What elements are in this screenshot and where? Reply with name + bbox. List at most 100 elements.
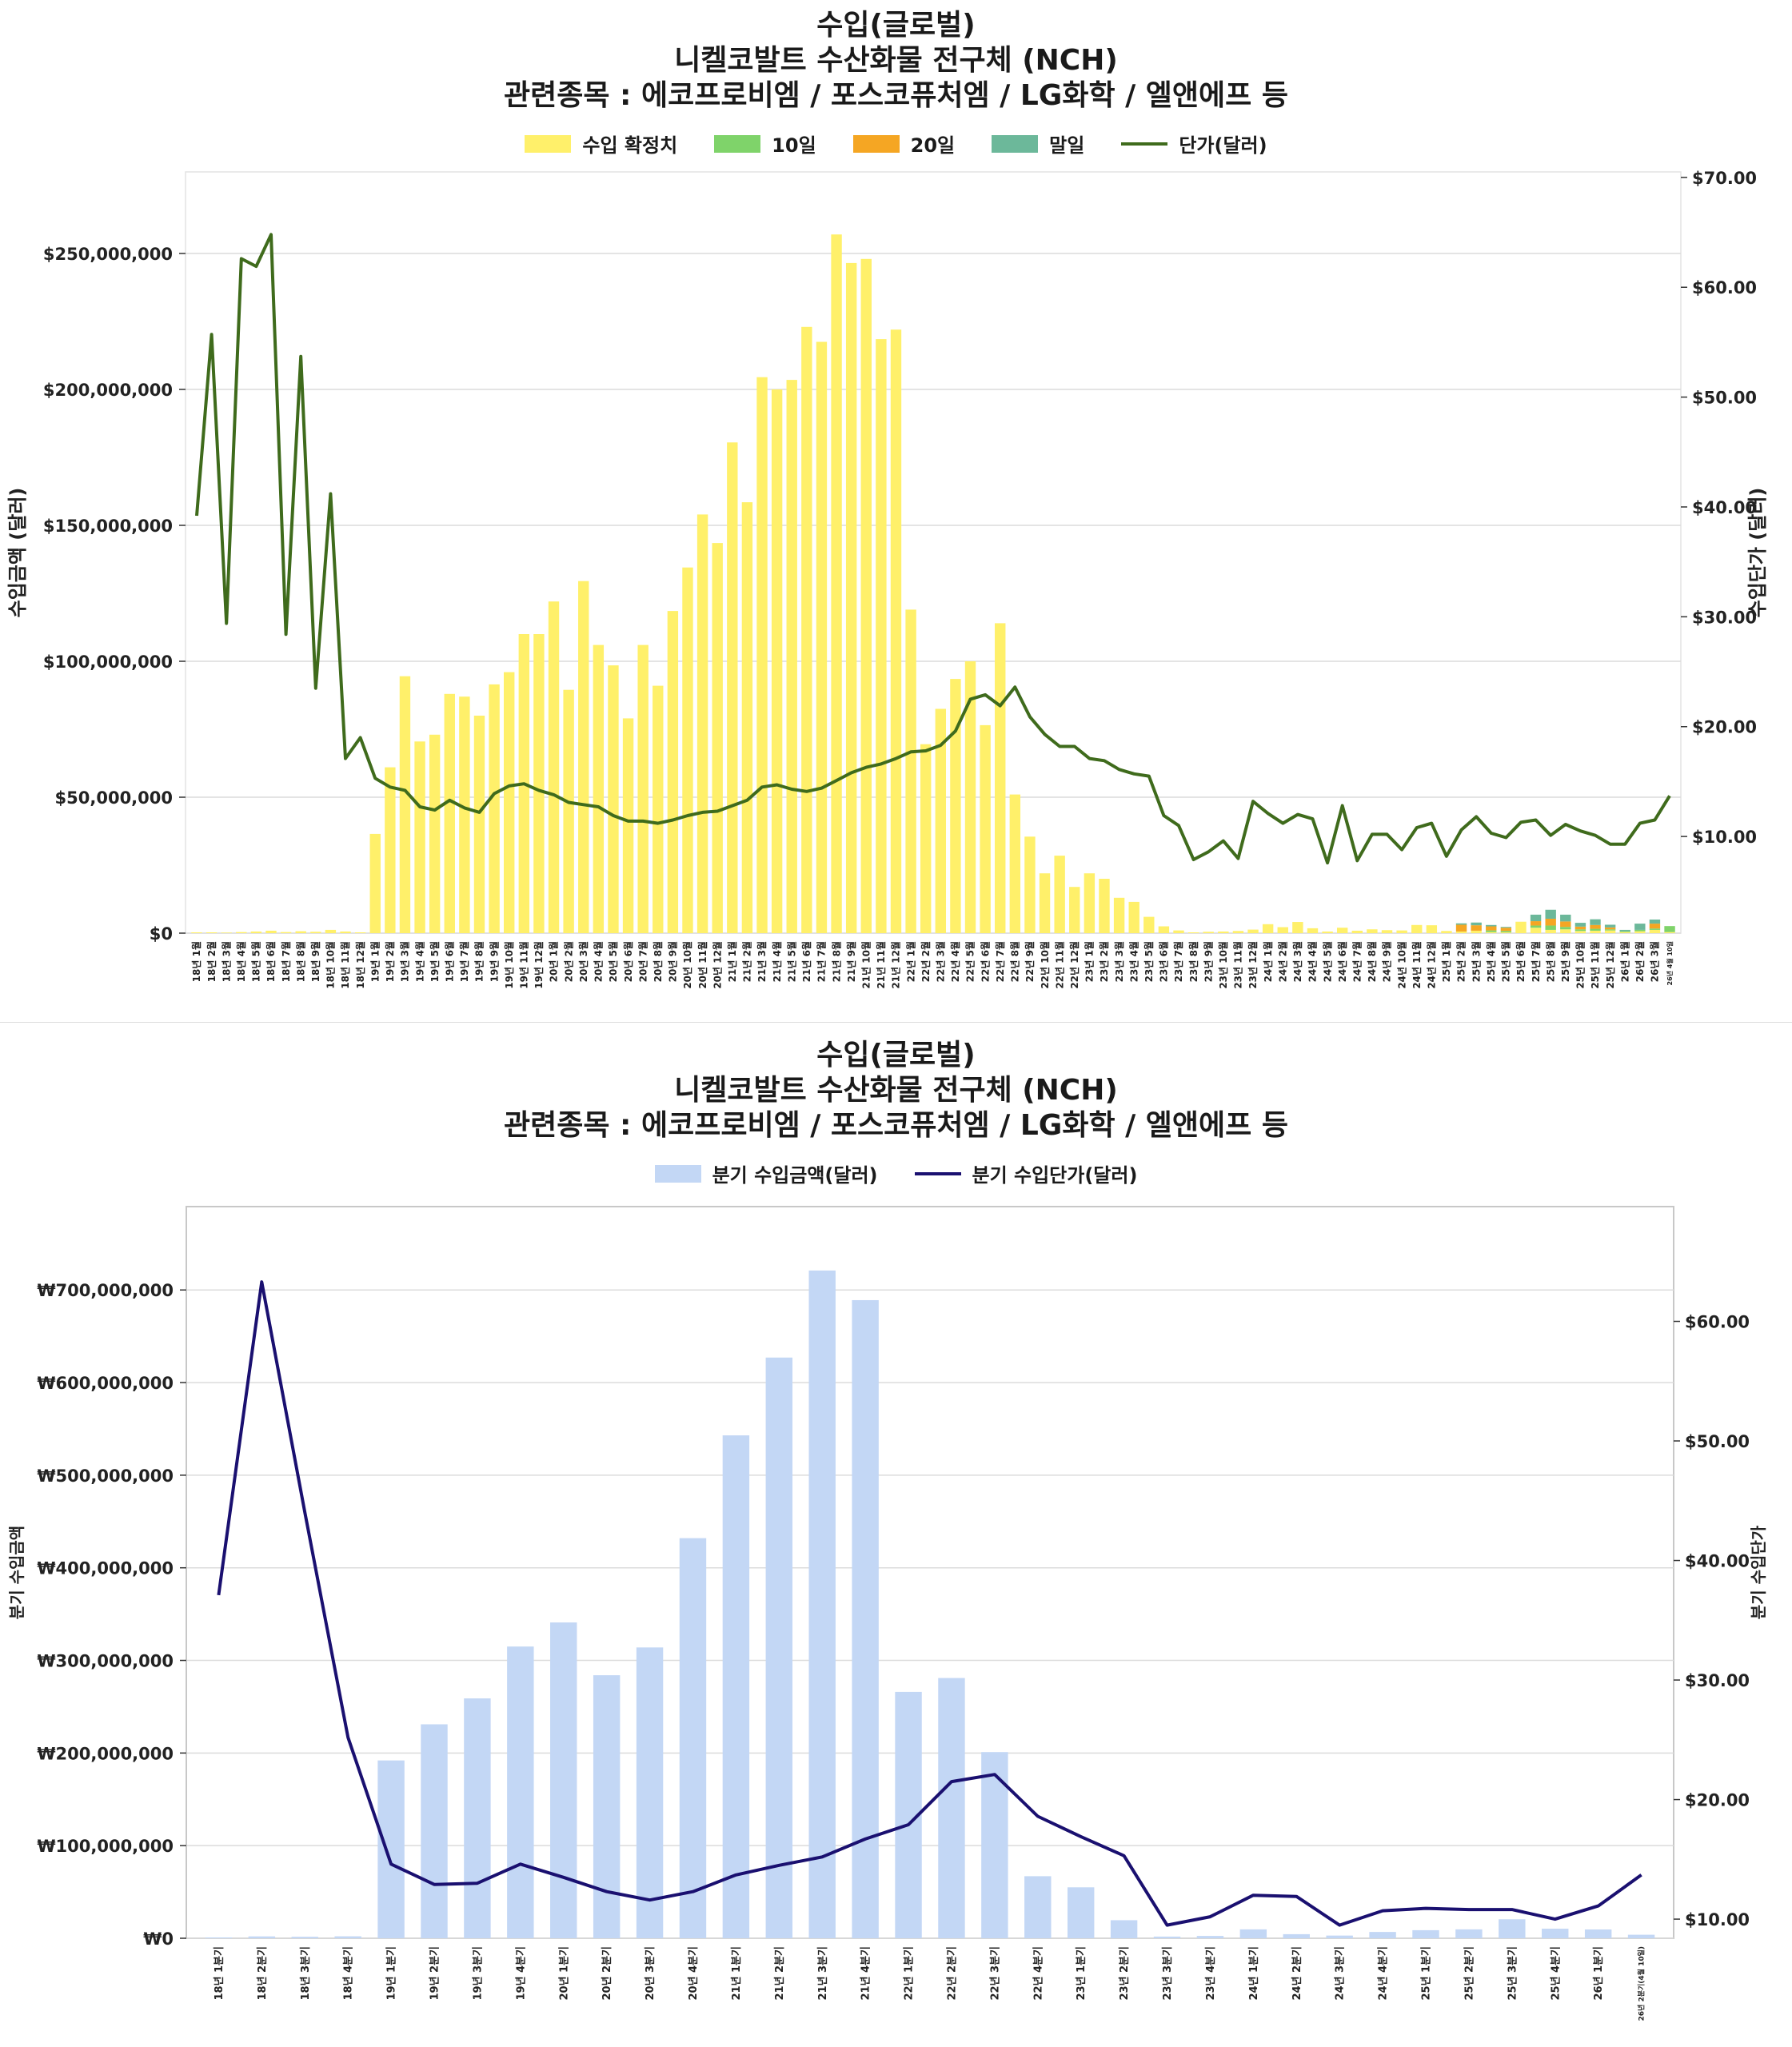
bar xyxy=(578,581,589,933)
x-tick-label: 20년 1월 xyxy=(548,941,560,982)
bar xyxy=(637,644,649,933)
x-tick-label: 23년 10월 xyxy=(1217,941,1229,989)
x-tick-label: 26년 3월 xyxy=(1649,941,1661,982)
x-tick-label: 23년 1분기 xyxy=(1076,1946,1088,2001)
x-tick-label: 21년 11월 xyxy=(875,941,887,989)
x-tick-label: 19년 11월 xyxy=(518,941,530,989)
y-tick-label: ₩400,000,000 xyxy=(37,1559,174,1578)
bar xyxy=(1218,931,1229,933)
bar xyxy=(890,329,902,933)
bar xyxy=(1486,924,1497,927)
bar xyxy=(459,696,470,933)
bar xyxy=(712,543,723,933)
y-tick-label: ₩200,000,000 xyxy=(37,1744,174,1763)
bar xyxy=(1232,931,1244,933)
bar xyxy=(935,708,947,933)
bar xyxy=(1187,932,1199,933)
bar xyxy=(1545,925,1556,930)
y2-tick-label: $10.00 xyxy=(1692,828,1757,847)
bar xyxy=(995,623,1006,933)
bar xyxy=(1590,928,1601,931)
bar xyxy=(1455,923,1467,925)
bar xyxy=(756,377,768,933)
x-tick-label: 25년 1분기 xyxy=(1421,1946,1433,2001)
bar xyxy=(1412,1929,1439,1938)
bar xyxy=(964,661,976,933)
x-tick-label: 24년 11월 xyxy=(1411,941,1423,989)
legend-item-confirmed: 수입 확정치 xyxy=(525,130,677,158)
bar xyxy=(1500,931,1512,932)
bar xyxy=(310,932,321,933)
bar xyxy=(1574,926,1586,930)
x-tick-label: 25년 4월 xyxy=(1485,941,1497,982)
bar xyxy=(1619,932,1630,933)
x-tick-label: 25년 11월 xyxy=(1589,941,1601,989)
x-tick-label: 21년 2분기 xyxy=(774,1946,786,2001)
y2-tick-label: $10.00 xyxy=(1685,1910,1750,1929)
x-tick-label: 18년 3월 xyxy=(220,941,232,982)
y2-tick-label: $40.00 xyxy=(1692,498,1757,517)
y2-tick-label: $50.00 xyxy=(1692,389,1757,408)
x-tick-label: 20년 5월 xyxy=(607,941,619,982)
bar xyxy=(593,1675,621,1938)
bar xyxy=(1239,1929,1267,1938)
x-tick-label: 20년 6월 xyxy=(622,941,634,982)
x-tick-label: 19년 5월 xyxy=(429,941,441,982)
x-tick-label: 18년 11월 xyxy=(339,941,351,989)
x-tick-label: 21년 4분기 xyxy=(860,1946,872,2001)
price-line xyxy=(195,233,1671,865)
x-tick-label: 18년 4월 xyxy=(235,941,247,982)
bar xyxy=(1515,921,1527,933)
legend-item-20th: 20일 xyxy=(852,130,955,158)
x-tick-label: 23년 4월 xyxy=(1127,941,1139,982)
bar xyxy=(1024,836,1036,933)
x-tick-label: 24년 4월 xyxy=(1307,941,1319,982)
bar xyxy=(1619,929,1630,932)
bar xyxy=(1336,928,1348,933)
bar xyxy=(1664,926,1675,932)
bar xyxy=(679,1538,707,1938)
bar xyxy=(1530,914,1542,922)
x-tick-label: 22년 3분기 xyxy=(989,1946,1001,2001)
legend-label: 말일 xyxy=(1049,134,1085,157)
x-tick-label: 24년 2월 xyxy=(1276,941,1288,982)
x-tick-label: 25년 8월 xyxy=(1544,941,1556,982)
x-tick-label: 24년 4분기 xyxy=(1378,1946,1390,2001)
bar xyxy=(801,326,812,933)
y2-tick-label: $30.00 xyxy=(1685,1671,1750,1690)
x-tick-label: 23년 3분기 xyxy=(1162,1946,1174,2001)
bar xyxy=(473,716,485,933)
y-tick-label: ₩300,000,000 xyxy=(37,1652,174,1671)
bar xyxy=(1499,1919,1526,1938)
bar xyxy=(876,339,887,934)
bar xyxy=(1486,926,1497,931)
bar xyxy=(845,262,857,933)
x-tick-label: 24년 12월 xyxy=(1426,941,1438,989)
bar xyxy=(1530,928,1542,933)
x-tick-label: 25년 6월 xyxy=(1515,941,1527,982)
bar xyxy=(280,932,292,933)
x-tick-label: 22년 4분기 xyxy=(1032,1946,1044,2001)
x-tick-label: 19년 8월 xyxy=(473,941,485,982)
x-tick-label: 19년 1분기 xyxy=(386,1946,398,2001)
x-tick-label: 21년 8월 xyxy=(830,941,842,982)
x-tick-label: 21년 10월 xyxy=(860,941,872,989)
bar xyxy=(1530,925,1542,928)
bar xyxy=(221,932,232,933)
x-tick-label: 19년 4월 xyxy=(413,941,425,982)
x-tick-label: 18년 1월 xyxy=(190,941,202,982)
y2-tick-label: $30.00 xyxy=(1692,608,1757,627)
x-tick-label: 18년 3분기 xyxy=(300,1946,312,2001)
x-tick-label: 25년 4분기 xyxy=(1550,1946,1562,2001)
bar xyxy=(340,931,351,933)
price-line xyxy=(217,1280,1642,1927)
y-axis-label: 분기 수입금액 xyxy=(7,1526,26,1619)
x-tick-label: 18년 10월 xyxy=(325,941,337,989)
bar xyxy=(291,1937,318,1938)
x-tick-label: 24년 1분기 xyxy=(1248,1946,1260,2001)
quarterly-chart-svg: ₩0 ₩100,000,000 ₩200,000,000 ₩300,000,000 ₩4… xyxy=(7,1206,1768,2021)
x-tick-label: 25년 12월 xyxy=(1604,941,1616,989)
legend-swatch xyxy=(714,134,761,153)
bar xyxy=(696,514,708,933)
bar xyxy=(548,601,560,933)
